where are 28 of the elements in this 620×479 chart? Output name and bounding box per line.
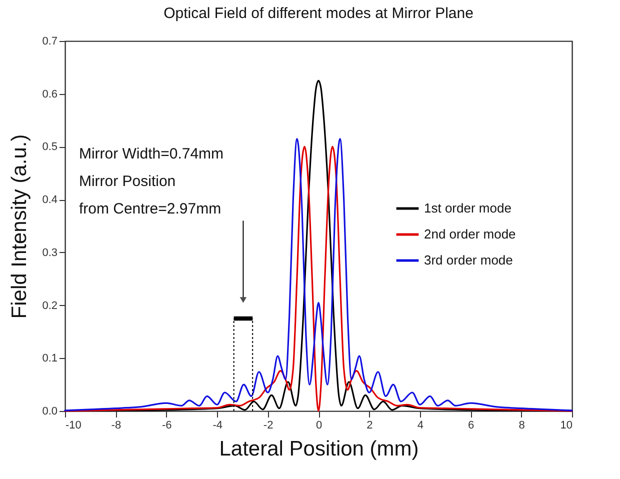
y-tick-label: 0.0: [42, 406, 58, 418]
chart-title: Optical Field of different modes at Mirror Plane: [164, 5, 474, 22]
x-tick-label: -8: [111, 420, 122, 432]
annotation: from Centre=2.97mm: [78, 200, 222, 218]
x-tick-label: 6: [468, 420, 474, 432]
y-tick-label: 0.6: [42, 88, 58, 100]
x-tick-label: 8: [518, 420, 525, 432]
y-axis-title: Field Intensity (a.u.): [8, 134, 32, 319]
annotation: Mirror Position: [78, 173, 176, 190]
legend-label: 3rd order mode: [424, 252, 513, 268]
x-tick-label: 4: [417, 420, 424, 432]
y-tick-label: 0.7: [42, 36, 58, 48]
y-tick-label: 0.3: [42, 246, 58, 259]
x-tick-label: -2: [263, 420, 274, 432]
y-tick-label: 0.1: [42, 352, 58, 365]
x-tick-label: 2: [366, 420, 373, 432]
legend-label: 2nd order mode: [424, 226, 516, 242]
x-axis-title: Lateral Position (mm): [219, 438, 419, 460]
x-tick-label: -10: [66, 420, 82, 432]
y-tick-label: 0.4: [42, 194, 58, 206]
x-tick-label: 0: [316, 420, 322, 432]
x-tick-label: 10: [560, 420, 572, 432]
y-tick-label: 0.2: [42, 300, 58, 312]
x-tick-label: -4: [212, 420, 222, 432]
legend-label: 1st order mode: [424, 200, 512, 216]
annotation: Mirror Width=0.74mm: [78, 146, 224, 163]
y-tick-label: 0.5: [42, 141, 58, 154]
x-tick-label: -6: [162, 420, 172, 432]
